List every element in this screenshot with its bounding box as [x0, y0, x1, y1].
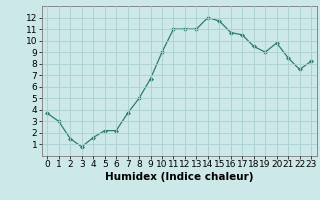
X-axis label: Humidex (Indice chaleur): Humidex (Indice chaleur) [105, 172, 253, 182]
